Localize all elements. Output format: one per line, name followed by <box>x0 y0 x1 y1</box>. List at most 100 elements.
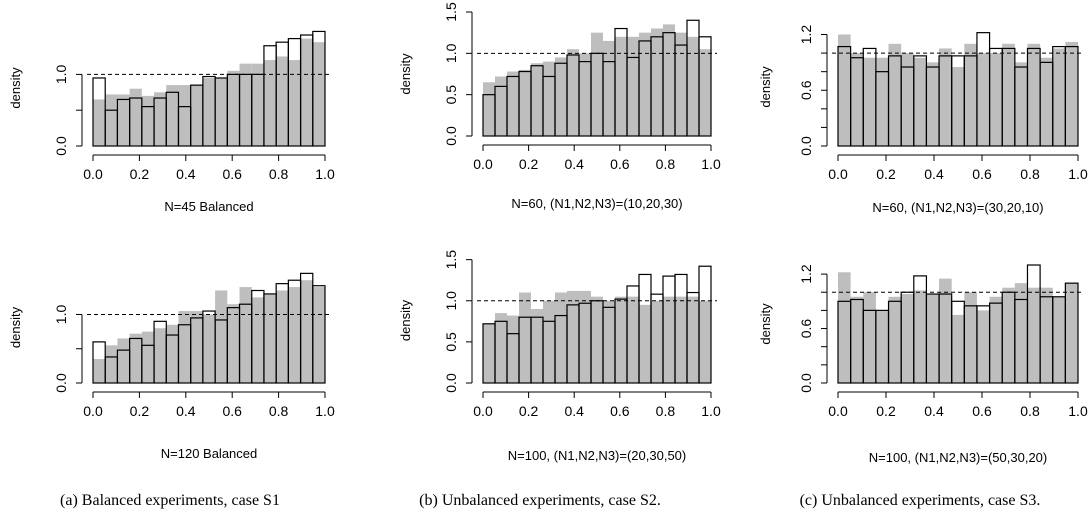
x-tick-label: 1.0 <box>315 166 335 182</box>
grey-bar <box>239 63 252 146</box>
grey-bar <box>1040 57 1053 146</box>
grey-bar <box>699 300 711 383</box>
x-tick-label: 0.8 <box>269 166 289 182</box>
grey-bar <box>615 296 627 383</box>
grey-bar <box>651 28 663 136</box>
panel-1: 0.0 0.2 0.4 0.6 0.8 1.0 0.0 1.0 density N=45 Bala… <box>8 30 335 214</box>
grey-bar <box>202 77 216 146</box>
panel-title: N=100, (N1,N2,N3)=(20,30,50) <box>508 448 686 463</box>
x-tick-label: 0.2 <box>130 403 150 419</box>
grey-bar <box>531 63 543 136</box>
grey-bar <box>850 296 864 383</box>
grey-bar <box>1065 283 1078 383</box>
grey-bar <box>639 304 651 383</box>
grey-bar <box>288 60 301 146</box>
grey-bar <box>117 94 130 146</box>
grey-bar <box>989 53 1003 147</box>
grey-bar <box>687 296 699 383</box>
grey-bar <box>913 290 927 383</box>
grey-bar <box>603 300 615 383</box>
y-tick-label: 0.6 <box>798 319 814 339</box>
y-axis-label: density <box>398 299 413 341</box>
grey-bar <box>1027 287 1041 383</box>
panel-5: 0.0 0.2 0.4 0.6 0.8 1.0 0.0 0.5 1.0 1.5 density N=1… <box>398 250 721 463</box>
outline-bar <box>698 36 712 137</box>
grey-bar <box>288 287 301 383</box>
grey-bar <box>129 88 142 146</box>
grey-bar <box>555 57 567 136</box>
grey-bar <box>263 293 277 383</box>
grey-bar <box>495 313 507 383</box>
y-tick-label: 1.5 <box>443 2 459 22</box>
grey-bar <box>863 292 876 383</box>
y-tick-label: 1.5 <box>443 250 459 270</box>
x-tick-label: 0.4 <box>564 156 584 172</box>
grey-bar <box>699 49 711 137</box>
grey-bar <box>543 61 555 136</box>
grey-bar <box>926 62 940 146</box>
panel-3: 0.0 0.2 0.4 0.6 0.8 1.0 0.0 0.6 1.2 density N=60, … <box>758 25 1088 215</box>
grey-bar <box>129 333 142 383</box>
grey-bar <box>312 42 325 147</box>
outline-bar <box>312 285 326 384</box>
grey-bar <box>154 92 167 146</box>
y-tick-label: 1.2 <box>798 25 814 45</box>
grey-bar <box>579 53 591 137</box>
grey-bar <box>663 296 675 383</box>
grey-bar <box>300 38 313 147</box>
grey-bar <box>117 338 130 383</box>
grey-bar <box>964 292 977 383</box>
grey-bar <box>154 328 167 383</box>
panel-title: N=45 Balanced <box>164 199 253 214</box>
x-tick-label: 0.4 <box>176 166 196 182</box>
grey-bar <box>1052 48 1066 146</box>
grey-bar <box>105 94 118 146</box>
panel-4: 0.0 0.2 0.4 0.6 0.8 1.0 0.0 1.0 density N=120 Bal… <box>8 272 335 461</box>
x-tick-label: 0.0 <box>828 166 848 182</box>
grey-bar <box>178 85 191 146</box>
grey-bar <box>190 85 203 146</box>
grey-bar <box>1002 287 1015 383</box>
grey-bar <box>976 310 990 383</box>
x-tick-label: 0.0 <box>473 156 493 172</box>
y-tick-label: 0.0 <box>53 136 69 156</box>
grey-bar <box>1052 296 1066 383</box>
panel-2: 0.0 0.2 0.4 0.6 0.8 1.0 0.0 0.5 1.0 1.5 density N=6… <box>398 2 721 211</box>
grey-bar <box>951 314 965 383</box>
grey-bar <box>1014 283 1028 383</box>
grey-bar <box>1002 43 1015 147</box>
grey-bar <box>507 71 519 136</box>
x-tick-label: 0.8 <box>269 403 289 419</box>
panel-title: N=60, (N1,N2,N3)=(10,20,30) <box>511 196 682 211</box>
grey-bar <box>627 296 639 383</box>
y-tick-label: 1.0 <box>443 43 459 63</box>
caption-b: (b) Unbalanced experiments, case S2. <box>419 492 661 509</box>
grey-bar <box>227 70 240 146</box>
grey-bar <box>190 311 203 383</box>
x-tick-label: 0.8 <box>656 403 676 419</box>
x-tick-label: 0.4 <box>564 403 584 419</box>
x-tick-label: 0.8 <box>1020 166 1040 182</box>
outline-bar <box>312 30 326 147</box>
grey-bar <box>93 99 106 146</box>
grey-bar <box>888 296 902 383</box>
x-tick-label: 0.2 <box>519 156 539 172</box>
x-tick-label: 1.0 <box>1068 166 1088 182</box>
caption-c: (c) Unbalanced experiments, case S3. <box>799 492 1041 509</box>
grey-bar <box>507 315 519 383</box>
panel-title: N=100, (N1,N2,N3)=(50,30,20) <box>869 450 1047 465</box>
x-tick-label: 0.4 <box>924 166 944 182</box>
grey-bar <box>227 304 240 383</box>
grey-bar <box>215 77 228 146</box>
x-tick-label: 0.6 <box>972 403 992 419</box>
grey-bar <box>875 310 889 383</box>
x-tick-label: 0.4 <box>924 403 944 419</box>
x-tick-label: 0.2 <box>130 166 150 182</box>
grey-bar <box>675 296 687 383</box>
grey-bar <box>687 36 699 136</box>
grey-bar <box>1027 43 1041 147</box>
panel-title: N=60, (N1,N2,N3)=(30,20,10) <box>872 200 1043 215</box>
grey-bar <box>141 331 155 383</box>
grey-bar <box>215 290 228 383</box>
grey-bar <box>251 297 264 383</box>
